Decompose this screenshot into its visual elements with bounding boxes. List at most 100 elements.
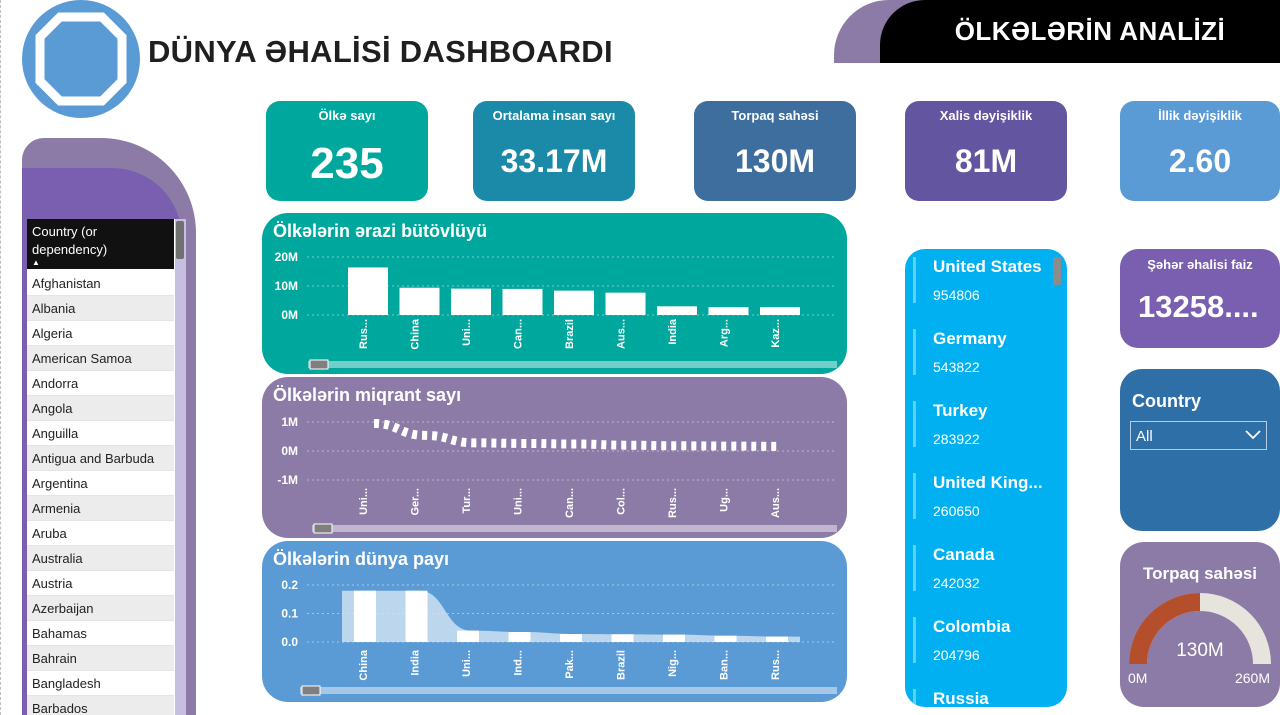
x-tick-label: Can...: [513, 319, 525, 349]
migrants-series-line[interactable]: [373, 418, 779, 451]
kpi-label: Xalis dəyişiklik: [939, 108, 1033, 123]
slicer-scrollbar[interactable]: [175, 219, 186, 715]
bar[interactable]: [657, 306, 697, 315]
y-tick-label: 0.1: [281, 607, 298, 621]
slicer-item[interactable]: Aruba: [27, 521, 174, 546]
bar[interactable]: [560, 634, 582, 642]
bar[interactable]: [508, 632, 531, 642]
chart-scrollbar-thumb[interactable]: [301, 685, 321, 696]
x-tick-label: China: [410, 318, 422, 349]
slicer-item[interactable]: Barbados: [27, 696, 174, 715]
country-name: Germany: [933, 329, 1007, 348]
bar[interactable]: [502, 288, 543, 315]
slicer-item[interactable]: Algeria: [27, 321, 174, 346]
migrants-line-chart: 1M 0M -1M Uni... Ger... Tur... Uni... Can... Col…: [277, 415, 837, 534]
bar[interactable]: [457, 630, 479, 642]
chart-scrollbar-thumb[interactable]: [313, 523, 333, 534]
country-list-scrollbar-thumb[interactable]: [1053, 257, 1061, 285]
kpi-label: Ortalama insan sayı: [492, 108, 616, 123]
chart-scrollbar[interactable]: [308, 361, 837, 368]
kpi-label: Torpaq sahəsi: [731, 108, 819, 123]
x-tick-label: Arg...: [719, 319, 731, 347]
chevron-down-icon[interactable]: [1244, 425, 1262, 443]
bar[interactable]: [663, 634, 685, 642]
kpi-label: Şəhər əhalisi faiz: [1147, 257, 1253, 272]
x-tick-label: Tur...: [461, 488, 473, 513]
gauge-title: Torpaq sahəsi: [1143, 564, 1257, 583]
bar[interactable]: [611, 634, 634, 642]
country-filter-card: Country All: [1120, 369, 1280, 531]
bar[interactable]: [348, 267, 388, 315]
country-migrants-value: 283922: [933, 431, 980, 447]
slicer-item[interactable]: Argentina: [27, 471, 174, 496]
country-migrants-value: 543822: [933, 359, 980, 375]
slicer-header-label: Country (or dependency): [32, 224, 108, 257]
country-list-item[interactable]: Germany 543822: [913, 329, 1063, 375]
bar[interactable]: [451, 288, 491, 315]
slicer-list: Afghanistan Albania Algeria American Samoa A…: [27, 271, 174, 715]
kpi-label: Ölkə sayı: [318, 108, 376, 123]
bar[interactable]: [354, 590, 376, 642]
country-list-item[interactable]: United King... 260650: [913, 473, 1063, 519]
kpi-value: 235: [310, 139, 384, 188]
bar[interactable]: [399, 287, 440, 315]
slicer-item[interactable]: Andorra: [27, 371, 174, 396]
chart-title: Ölkələrin miqrant sayı: [273, 385, 462, 405]
migrant-country-list[interactable]: United States 954806 Germany 543822 Turkey 28…: [905, 249, 1067, 707]
bar[interactable]: [405, 590, 428, 642]
country-list-item[interactable]: United States 954806: [913, 257, 1063, 303]
x-tick-label: India: [410, 649, 422, 676]
kpi-label: İllik dəyişiklik: [1158, 108, 1242, 123]
chart-scrollbar-thumb[interactable]: [309, 359, 329, 370]
country-dropdown-value: All: [1136, 428, 1153, 445]
country-list-item[interactable]: Colombia 204796: [913, 617, 1063, 663]
land-area-gauge: [1129, 593, 1271, 665]
bar[interactable]: [554, 290, 594, 315]
kpi-land-area: Torpaq sahəsi 130M: [694, 101, 856, 201]
slicer-item[interactable]: American Samoa: [27, 346, 174, 371]
slicer-item[interactable]: Bahamas: [27, 621, 174, 646]
slicer-item[interactable]: Azerbaijan: [27, 596, 174, 621]
country-filter-title: Country: [1132, 391, 1201, 411]
chart-scrollbar[interactable]: [312, 525, 837, 532]
chart-scrollbar[interactable]: [300, 687, 837, 694]
slicer-scrollbar-thumb[interactable]: [176, 221, 184, 259]
x-tick-label: Kaz...: [770, 319, 782, 348]
country-name: Turkey: [933, 401, 988, 420]
slicer-item[interactable]: Angola: [27, 396, 174, 421]
country-list-item[interactable]: Turkey 283922: [913, 401, 1063, 447]
x-tick-label: Rus...: [667, 488, 679, 518]
kpi-value: 81M: [954, 143, 1018, 179]
x-tick-label: Uni...: [461, 319, 473, 346]
slicer-item[interactable]: Bangladesh: [27, 671, 174, 696]
bar[interactable]: [766, 636, 788, 642]
country-list-item[interactable]: Russia: [913, 689, 1063, 707]
slicer-item[interactable]: Australia: [27, 546, 174, 571]
x-tick-label: Uni...: [461, 650, 473, 677]
slicer-item[interactable]: Austria: [27, 571, 174, 596]
slicer-item[interactable]: Antigua and Barbuda: [27, 446, 174, 471]
x-tick-label: China: [358, 649, 370, 680]
slicer-item[interactable]: Anguilla: [27, 421, 174, 446]
chart-title: Ölkələrin dünya payı: [273, 549, 450, 569]
kpi-country-count: Ölkə sayı 235: [266, 101, 428, 201]
bar[interactable]: [714, 635, 737, 642]
slicer-item[interactable]: Albania: [27, 296, 174, 321]
sort-ascending-icon[interactable]: ▲: [32, 258, 40, 267]
x-tick-label: Ban...: [719, 650, 731, 680]
country-dropdown[interactable]: All: [1130, 421, 1267, 450]
bar[interactable]: [760, 307, 800, 315]
x-tick-label: Brazil: [616, 650, 628, 680]
slicer-item[interactable]: Afghanistan: [27, 271, 174, 296]
country-list-item[interactable]: Canada 242032: [913, 545, 1063, 591]
slicer-item[interactable]: Bahrain: [27, 646, 174, 671]
slicer-item[interactable]: Armenia: [27, 496, 174, 521]
y-tick-label: 10M: [275, 279, 298, 293]
slicer-header[interactable]: Country (or dependency) ▲: [27, 219, 174, 269]
bar[interactable]: [708, 307, 749, 315]
x-tick-label: Uni...: [513, 488, 525, 515]
country-slicer[interactable]: Country (or dependency) ▲ Afghanistan Alb…: [27, 219, 186, 715]
bar[interactable]: [605, 292, 646, 315]
land-area-gauge-card: Torpaq sahəsi 130M 0M 260M: [1120, 542, 1280, 707]
country-migrants-value: 260650: [933, 503, 980, 519]
